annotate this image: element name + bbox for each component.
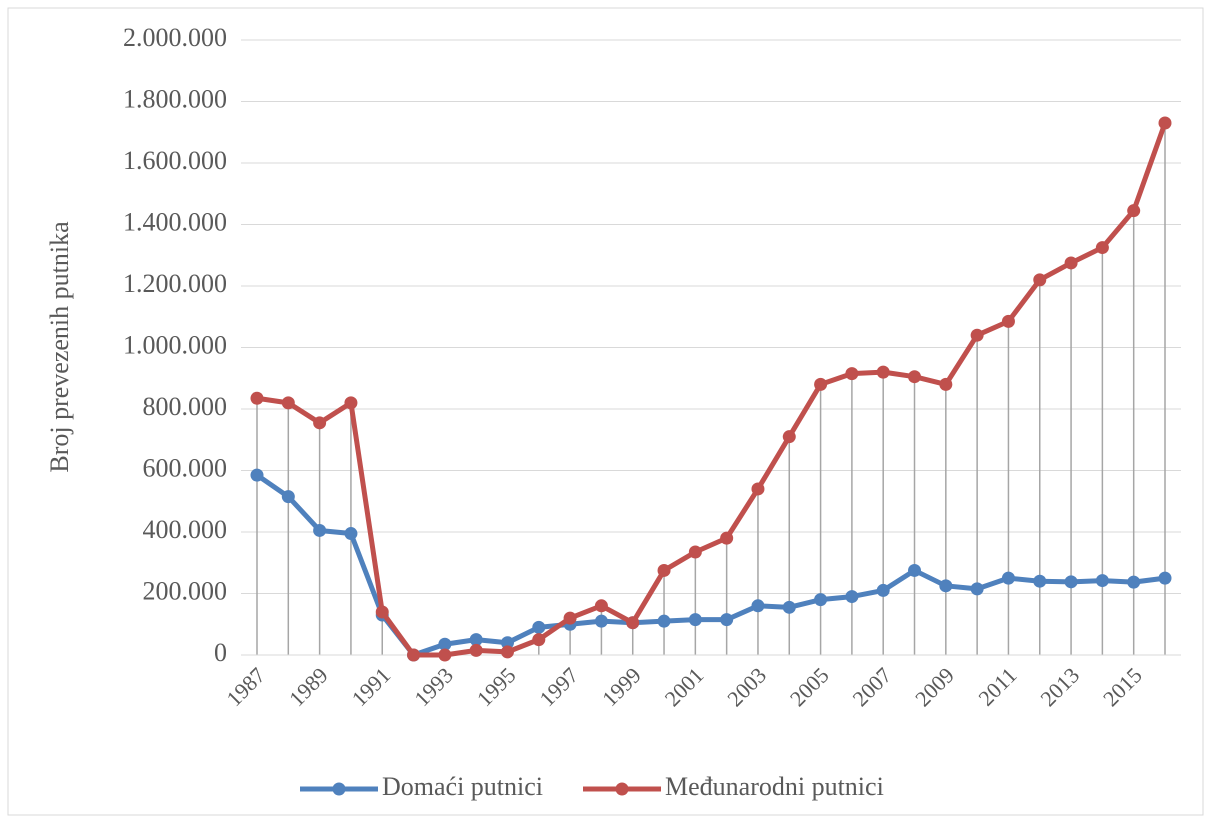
marker bbox=[344, 527, 358, 541]
marker bbox=[1158, 116, 1172, 130]
marker bbox=[876, 365, 890, 379]
marker bbox=[970, 582, 984, 596]
y-tick-label: 400.000 bbox=[143, 515, 228, 544]
marker bbox=[908, 370, 922, 384]
marker bbox=[1001, 571, 1015, 585]
y-tick-label: 2.000.000 bbox=[123, 23, 227, 52]
marker bbox=[250, 391, 264, 405]
marker bbox=[532, 633, 546, 647]
marker bbox=[782, 600, 796, 614]
marker bbox=[814, 377, 828, 391]
marker bbox=[1095, 574, 1109, 588]
marker bbox=[594, 599, 608, 613]
marker bbox=[469, 633, 483, 647]
legend-marker bbox=[615, 782, 629, 796]
y-tick-label: 1.400.000 bbox=[123, 207, 227, 236]
marker bbox=[845, 367, 859, 381]
marker bbox=[657, 614, 671, 628]
marker bbox=[594, 614, 608, 628]
marker bbox=[438, 648, 452, 662]
marker bbox=[845, 590, 859, 604]
marker bbox=[1064, 575, 1078, 589]
marker bbox=[1001, 314, 1015, 328]
marker bbox=[407, 648, 421, 662]
marker bbox=[657, 563, 671, 577]
marker bbox=[814, 593, 828, 607]
y-tick-label: 1.000.000 bbox=[123, 330, 227, 359]
y-tick-label: 0 bbox=[214, 638, 227, 667]
marker bbox=[751, 482, 765, 496]
marker bbox=[720, 613, 734, 627]
y-tick-label: 1.200.000 bbox=[123, 269, 227, 298]
y-tick-label: 1.800.000 bbox=[123, 84, 227, 113]
marker bbox=[500, 645, 514, 659]
y-tick-label: 1.600.000 bbox=[123, 146, 227, 175]
y-tick-label: 200.000 bbox=[143, 576, 228, 605]
marker bbox=[250, 468, 264, 482]
marker bbox=[313, 416, 327, 430]
marker bbox=[782, 430, 796, 444]
marker bbox=[908, 563, 922, 577]
legend-label: Domaći putnici bbox=[382, 772, 543, 801]
marker bbox=[751, 599, 765, 613]
legend-marker bbox=[332, 782, 346, 796]
marker bbox=[1158, 571, 1172, 585]
marker bbox=[500, 636, 514, 650]
marker bbox=[1033, 574, 1047, 588]
marker bbox=[939, 377, 953, 391]
marker bbox=[469, 643, 483, 657]
marker bbox=[1033, 273, 1047, 287]
marker bbox=[1127, 575, 1141, 589]
legend-label: Međunarodni putnici bbox=[665, 772, 884, 801]
marker bbox=[1095, 241, 1109, 255]
marker bbox=[1127, 204, 1141, 218]
marker bbox=[688, 545, 702, 559]
marker bbox=[344, 396, 358, 410]
chart-border bbox=[7, 7, 1204, 816]
marker bbox=[438, 637, 452, 651]
marker bbox=[281, 490, 295, 504]
y-tick-label: 800.000 bbox=[143, 392, 228, 421]
marker bbox=[532, 620, 546, 634]
marker bbox=[939, 579, 953, 593]
y-tick-label: 600.000 bbox=[143, 453, 228, 482]
y-axis-label: Broj prevezenih putnika bbox=[45, 221, 74, 473]
marker bbox=[688, 613, 702, 627]
series-line bbox=[256, 122, 1168, 658]
marker bbox=[720, 531, 734, 545]
marker bbox=[313, 523, 327, 537]
marker bbox=[970, 328, 984, 342]
marker bbox=[876, 583, 890, 597]
marker bbox=[375, 605, 389, 619]
marker bbox=[281, 396, 295, 410]
marker bbox=[1064, 256, 1078, 270]
marker bbox=[563, 611, 577, 625]
marker bbox=[626, 616, 640, 630]
